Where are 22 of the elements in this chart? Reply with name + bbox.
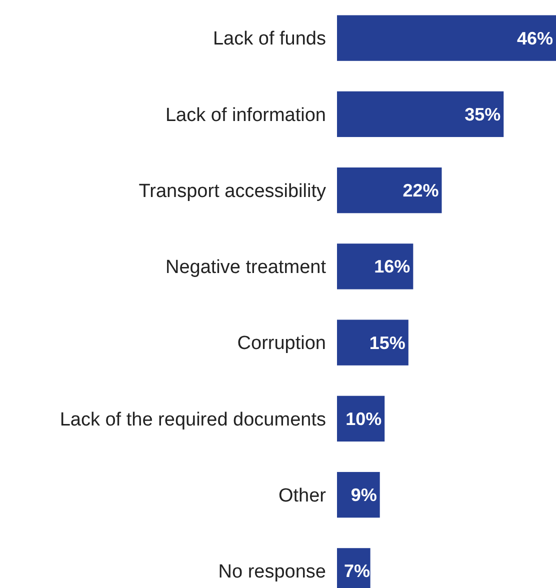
- data-label: 46%: [516, 28, 553, 48]
- y-tick-label: Lack of information: [165, 104, 326, 126]
- y-tick-label: No response: [218, 562, 326, 583]
- bar: [337, 91, 504, 138]
- y-tick-label: Corruption: [237, 333, 326, 354]
- data-label: 9%: [350, 485, 377, 506]
- data-label: 10%: [346, 408, 382, 429]
- y-tick-label: Transport accessibility: [138, 180, 326, 202]
- data-label: 15%: [369, 332, 406, 353]
- bar: [337, 472, 380, 518]
- bar: [337, 320, 408, 366]
- y-tick-label: Negative treatment: [165, 257, 327, 278]
- data-label: 35%: [464, 104, 501, 124]
- bar: [337, 167, 442, 214]
- bar: [337, 244, 414, 290]
- y-tick-label: Other: [278, 485, 327, 506]
- bar: [337, 15, 556, 61]
- data-label: 22%: [402, 180, 439, 201]
- data-label: 16%: [374, 256, 410, 277]
- y-tick-label: Lack of the required documents: [60, 409, 326, 430]
- data-label: 7%: [344, 561, 370, 582]
- y-tick-label: Lack of funds: [212, 28, 326, 50]
